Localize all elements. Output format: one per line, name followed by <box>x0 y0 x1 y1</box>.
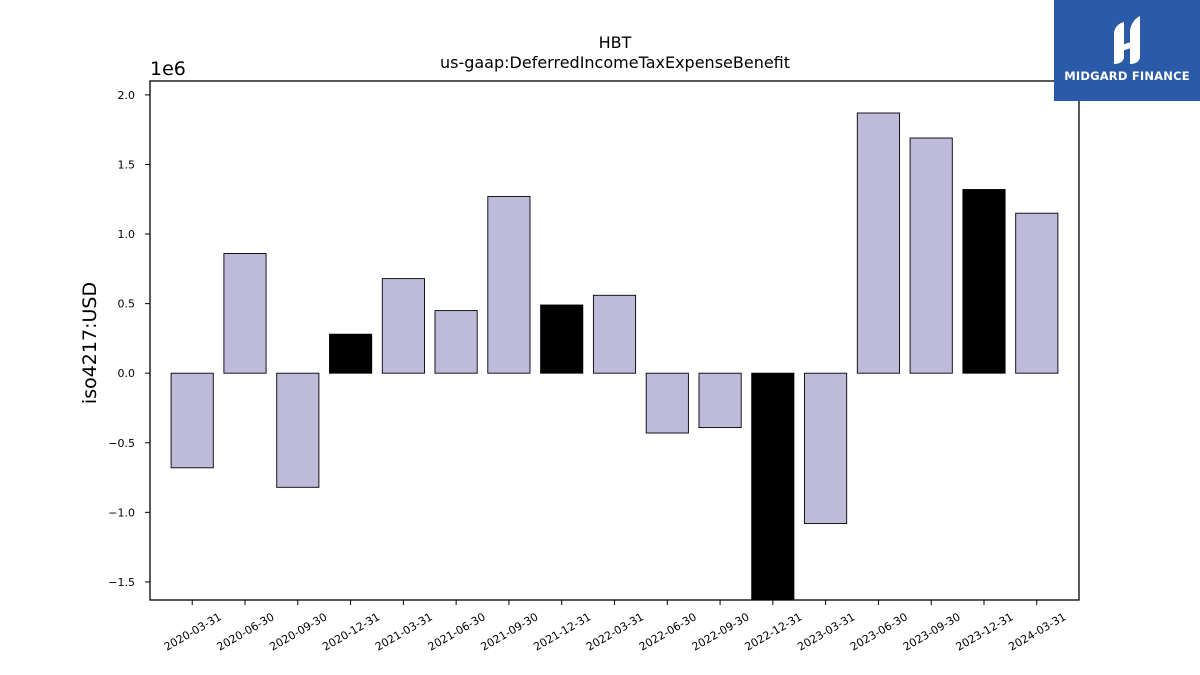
bar-2021-03-31 <box>381 278 425 374</box>
bar-2020-03-31 <box>170 372 214 469</box>
x-tick-label: 2022-03-31 <box>584 610 646 653</box>
x-tick-label: 2020-03-31 <box>162 610 224 653</box>
x-tick-label: 2020-06-30 <box>215 610 277 653</box>
bar-2020-06-30 <box>223 253 267 374</box>
midgard-finance-logo: MIDGARD FINANCE <box>1054 0 1200 101</box>
y-axis-label: iso4217:USD <box>79 282 101 404</box>
x-tick-label: 2021-09-30 <box>479 610 541 653</box>
bar-2023-03-31 <box>804 372 848 524</box>
y-tick-label: −1.0 <box>108 506 135 519</box>
x-tick-label: 2022-12-31 <box>742 610 804 653</box>
x-tick-label: 2020-09-30 <box>267 610 329 653</box>
x-tick-label: 2021-06-30 <box>426 610 488 653</box>
bar-2021-09-30 <box>487 196 531 374</box>
plot-frame <box>149 80 1080 601</box>
bar-2023-09-30 <box>909 137 953 374</box>
x-tick-label: 2020-12-31 <box>320 610 382 653</box>
x-tick-label: 2024-03-31 <box>1006 610 1068 653</box>
bar-2021-06-30 <box>434 310 478 374</box>
bar-2023-06-30 <box>856 112 900 374</box>
x-tick-label: 2023-03-31 <box>795 610 857 653</box>
x-tick-label: 2022-06-30 <box>637 610 699 653</box>
x-tick-label: 2021-03-31 <box>373 610 435 653</box>
x-tick-label: 2021-12-31 <box>531 610 593 653</box>
bar-2022-12-31 <box>751 372 795 601</box>
bar-2020-12-31 <box>329 333 373 374</box>
y-tick-label: −0.5 <box>108 437 135 450</box>
x-tick-label: 2023-06-30 <box>848 610 910 653</box>
y-tick-label: 2.0 <box>118 89 136 102</box>
y-tick-label: 1.5 <box>118 158 136 171</box>
chart-subtitle: us-gaap:DeferredIncomeTaxExpenseBenefit <box>440 53 790 72</box>
bar-2024-03-31 <box>1015 212 1059 374</box>
bar-2023-12-31 <box>962 189 1006 374</box>
y-tick-label: 0.0 <box>118 367 136 380</box>
chart-title: HBT <box>599 33 632 52</box>
bar-2020-09-30 <box>276 372 320 488</box>
logo-mark-icon <box>1114 16 1140 64</box>
y-tick-label: 1.0 <box>118 228 136 241</box>
bar-2022-03-31 <box>592 294 637 374</box>
bar-2022-06-30 <box>645 372 689 434</box>
y-multiplier-label: 1e6 <box>150 58 186 80</box>
bars-layer <box>170 112 1059 601</box>
y-tick-label: 0.5 <box>118 298 136 311</box>
x-tick-label: 2022-09-30 <box>690 610 752 653</box>
x-tick-label: 2023-09-30 <box>901 610 963 653</box>
bar-2021-12-31 <box>540 304 584 374</box>
y-tick-label: −1.5 <box>108 576 135 589</box>
bar-2022-09-30 <box>698 372 742 428</box>
logo-text: MIDGARD FINANCE <box>1064 69 1190 83</box>
x-tick-label: 2023-12-31 <box>954 610 1016 653</box>
